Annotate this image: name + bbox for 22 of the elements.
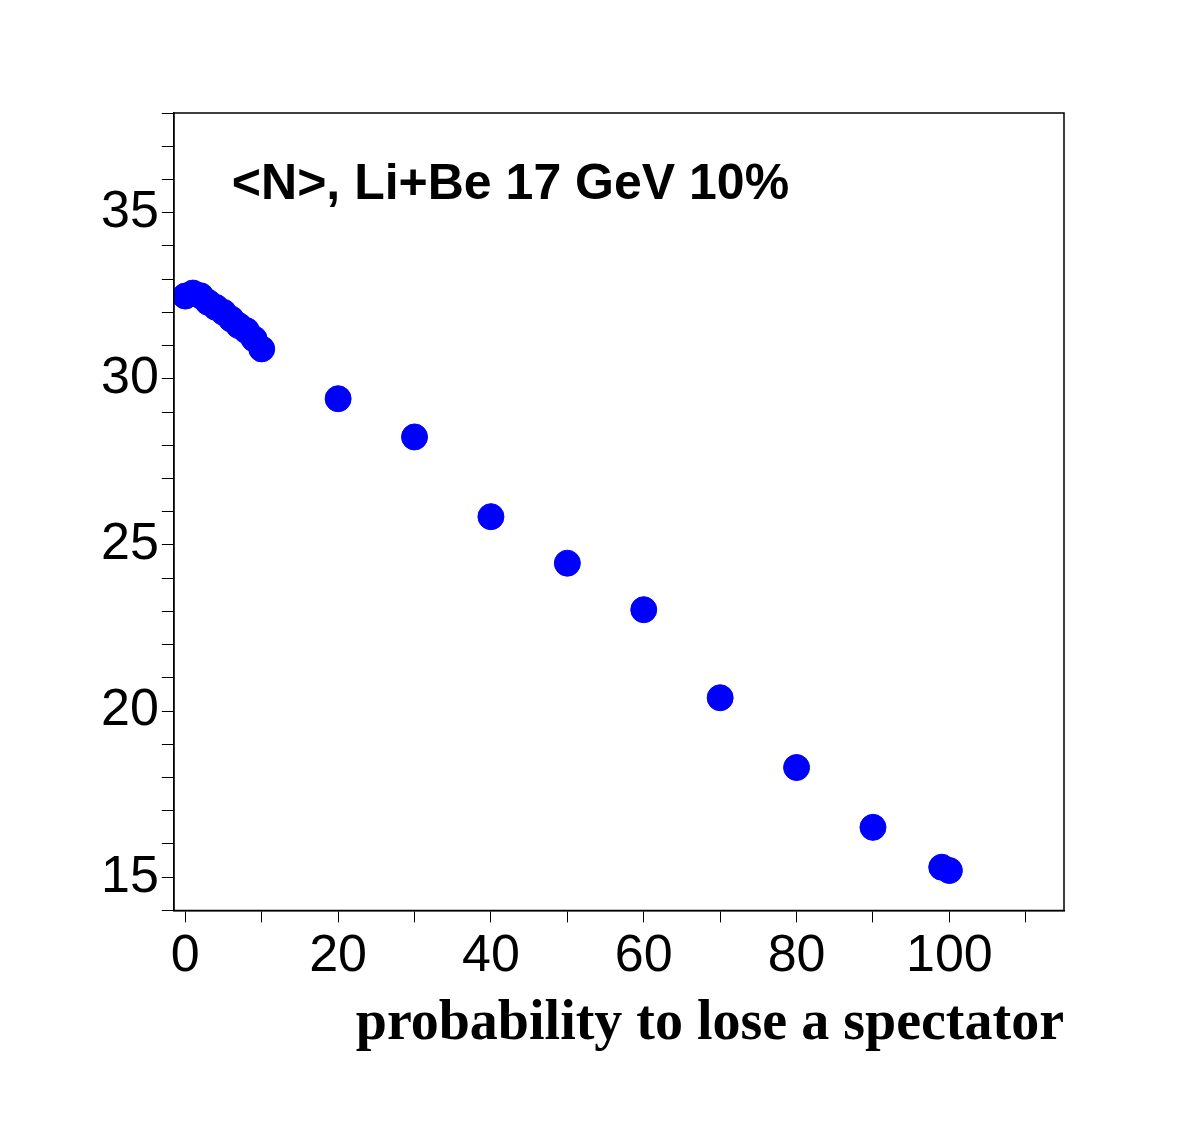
point (859, 813, 887, 841)
x-axis-title: probability to lose a spectator (355, 988, 1064, 1051)
text: <N>, Li+Be 17 GeV 10% (231, 153, 790, 210)
point (477, 503, 505, 531)
point (324, 385, 352, 413)
y-tick-label: 25 (101, 512, 159, 571)
x-tick-label: 60 (614, 923, 673, 982)
y-tick-label: 20 (101, 678, 159, 737)
point (630, 596, 658, 624)
x-tick-label: 100 (906, 923, 993, 982)
y-tick-label: 15 (101, 844, 159, 903)
point (553, 549, 581, 577)
x-tick-label: 80 (767, 923, 826, 982)
y-tick-label: 30 (101, 346, 159, 405)
x-tick-label: 40 (462, 923, 520, 982)
point (401, 423, 429, 451)
x-tick-label: 20 (309, 923, 368, 982)
point (706, 684, 734, 712)
x-tick-label: 0 (170, 923, 200, 982)
point (248, 335, 276, 363)
y-tick-label: 35 (101, 180, 159, 239)
point (783, 754, 811, 782)
